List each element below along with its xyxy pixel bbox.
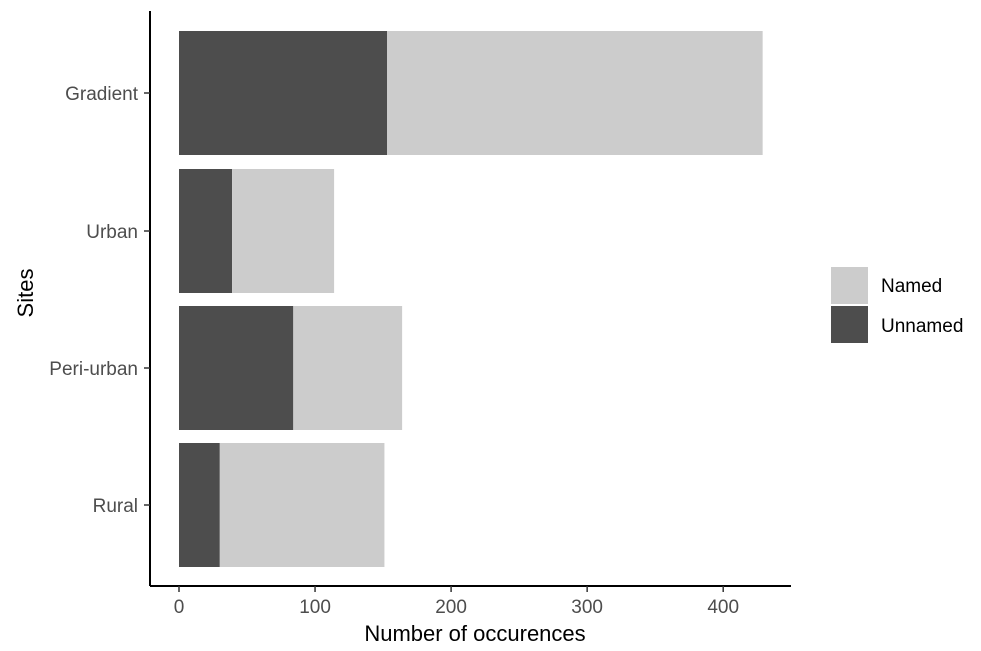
legend: Named Unnamed	[831, 267, 963, 343]
bar-gradient-named	[387, 31, 763, 155]
x-tick-label-300: 300	[571, 597, 603, 618]
bar-peri-urban-unnamed	[179, 306, 294, 430]
y-tick-label-gradient: Gradient	[65, 84, 139, 105]
bar-urban-unnamed	[179, 169, 233, 293]
legend-label-unnamed: Unnamed	[881, 316, 963, 337]
bar-peri-urban-named	[293, 306, 403, 430]
legend-key-unnamed	[831, 306, 868, 343]
bar-gradient-unnamed	[179, 31, 388, 155]
bar-urban-named	[232, 169, 335, 293]
bars-layer	[179, 31, 763, 567]
bar-rural-unnamed	[179, 443, 220, 567]
y-tick-label-urban: Urban	[86, 222, 138, 243]
x-tick-label-100: 100	[299, 597, 331, 618]
x-tick-label-0: 0	[174, 597, 185, 618]
y-axis-title: Sites	[13, 269, 38, 318]
y-tick-label-peri-urban: Peri-urban	[49, 359, 138, 380]
x-tick-label-400: 400	[707, 597, 739, 618]
axes-layer: 0 100 200 300 400 Gradient Urban Peri-urban Rura…	[49, 11, 791, 618]
legend-key-named	[831, 267, 868, 304]
bar-rural-named	[219, 443, 385, 567]
x-tick-label-200: 200	[435, 597, 467, 618]
x-axis-title: Number of occurences	[364, 621, 585, 646]
y-tick-label-rural: Rural	[93, 496, 138, 517]
legend-label-named: Named	[881, 276, 942, 297]
